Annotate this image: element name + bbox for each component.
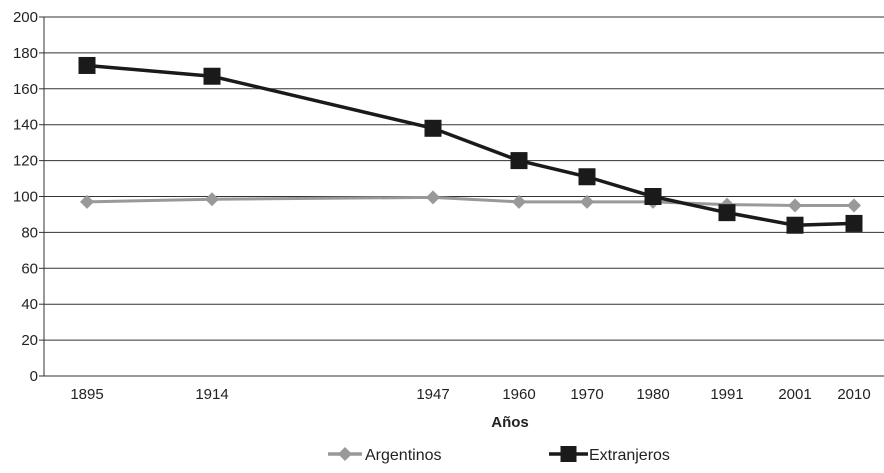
- x-tick-label: 2001: [778, 386, 811, 403]
- legend: Argentinos Extranjeros: [328, 446, 670, 464]
- data-point-diamond: [338, 447, 352, 461]
- data-point-diamond: [512, 194, 526, 209]
- data-point-diamond: [205, 192, 219, 207]
- data-point-square: [786, 216, 804, 234]
- y-tick-label: 80: [21, 224, 38, 241]
- data-point-diamond: [580, 194, 594, 209]
- x-tick-label: 1914: [195, 386, 228, 403]
- data-point-diamond: [788, 198, 802, 213]
- x-tick-label: 1960: [502, 386, 535, 403]
- data-point-square: [578, 168, 596, 186]
- x-tick-label: 1895: [70, 386, 103, 403]
- data-point-square: [845, 214, 863, 232]
- x-tick-label: 1970: [570, 386, 603, 403]
- legend-label: Argentinos: [365, 447, 442, 464]
- series-line: [86, 195, 854, 207]
- grid-lines: [44, 16, 884, 377]
- x-tick-label: 1947: [416, 386, 449, 403]
- data-point-diamond: [80, 194, 94, 209]
- data-point-square: [510, 152, 528, 170]
- data-point-diamond: [426, 190, 440, 205]
- y-tick-label: 120: [13, 153, 38, 170]
- series-extranjeros: [78, 56, 863, 234]
- legend-label: Extranjeros: [589, 447, 670, 464]
- y-tick-label: 200: [13, 9, 38, 26]
- y-tick-label: 60: [21, 260, 38, 277]
- y-tick-label: 40: [21, 296, 38, 313]
- x-tick-label: 1991: [710, 386, 743, 403]
- legend-item-extranjeros: Extranjeros: [549, 446, 670, 464]
- data-point-diamond: [847, 198, 861, 213]
- y-tick-label: 0: [30, 368, 38, 385]
- legend-item-argentinos: Argentinos: [328, 447, 442, 464]
- series-argentinos: [80, 190, 861, 213]
- y-tick-label: 20: [21, 332, 38, 349]
- y-tick-label: 140: [13, 117, 38, 134]
- data-point-square: [718, 204, 736, 222]
- axes: [43, 17, 884, 377]
- data-point-square: [644, 188, 662, 205]
- data-point-square: [560, 446, 577, 462]
- y-tick-label: 160: [13, 81, 38, 98]
- series-line: [86, 63, 855, 227]
- y-tick-label: 180: [13, 45, 38, 62]
- x-axis-ticks: 1895 1914 1947 1960 1970 1980 1991 2001 2010: [70, 386, 870, 403]
- series-layer: [78, 56, 863, 234]
- x-axis-title: Años: [491, 414, 529, 431]
- data-point-square: [424, 119, 442, 137]
- y-axis-ticks: 0 20 40 60 80 100 120 140 160 180 200: [13, 9, 44, 385]
- data-point-square: [203, 67, 221, 85]
- x-tick-label: 2010: [837, 386, 870, 403]
- y-tick-label: 100: [13, 189, 38, 206]
- x-tick-label: 1980: [636, 386, 669, 403]
- data-point-square: [78, 56, 96, 74]
